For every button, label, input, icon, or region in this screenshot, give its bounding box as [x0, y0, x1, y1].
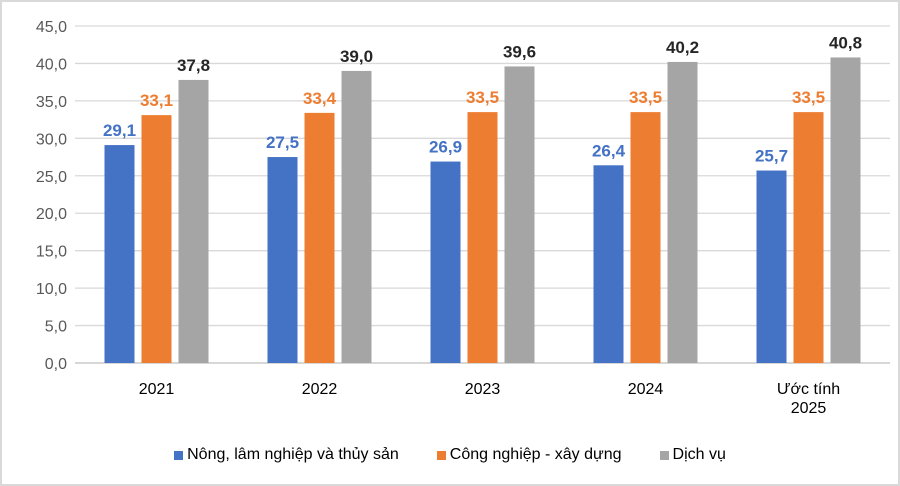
data-label: 39,0: [340, 47, 373, 66]
data-label: 26,9: [429, 138, 462, 157]
bar: [667, 61, 698, 364]
data-label: 33,5: [792, 88, 825, 107]
bar: [141, 115, 172, 364]
data-label: 33,4: [303, 89, 337, 108]
legend-item: Công nghiệp - xây dựng: [436, 446, 622, 464]
bar: [178, 79, 209, 364]
legend-item: Nông, lâm nghiệp và thủy sản: [174, 446, 399, 464]
bar: [756, 170, 787, 363]
y-tick-label: 45,0: [36, 19, 67, 36]
legend-label: Dịch vụ: [672, 446, 726, 463]
legend-label: Công nghiệp - xây dựng: [449, 446, 622, 463]
data-label: 25,7: [755, 147, 788, 166]
bar: [593, 165, 624, 363]
bar: [304, 112, 335, 363]
data-label: 40,2: [666, 38, 699, 57]
x-tick-label: 2023: [465, 381, 501, 398]
data-label: 26,4: [592, 141, 626, 160]
bar: [630, 112, 661, 363]
legend: Nông, lâm nghiệp và thủy sản Công nghiệp …: [2, 446, 898, 464]
bar: [830, 57, 861, 363]
legend-swatch: [174, 450, 184, 460]
legend-label: Nông, lâm nghiệp và thủy sản: [187, 446, 399, 463]
data-label: 40,8: [829, 33, 862, 52]
legend-swatch: [659, 450, 669, 460]
data-label: 29,1: [103, 121, 136, 140]
data-label: 33,5: [466, 88, 499, 107]
x-tick-label: Ước tính 2025: [777, 381, 840, 417]
bar: [467, 112, 498, 363]
bar: [267, 157, 298, 363]
x-tick-label: 2022: [302, 381, 338, 398]
y-tick-label: 20,0: [36, 206, 67, 223]
data-label: 37,8: [177, 56, 210, 75]
bar: [341, 70, 372, 363]
y-tick-label: 10,0: [36, 281, 67, 298]
x-tick-label: 2021: [139, 381, 175, 398]
legend-swatch: [436, 450, 446, 460]
legend-item: Dịch vụ: [659, 446, 726, 464]
bar: [504, 66, 535, 363]
y-tick-label: 0,0: [45, 356, 67, 373]
data-label: 39,6: [503, 42, 536, 61]
bar: [793, 112, 824, 363]
y-tick-label: 40,0: [36, 56, 67, 73]
data-label: 27,5: [266, 133, 299, 152]
y-tick-label: 35,0: [36, 94, 67, 111]
y-tick-label: 15,0: [36, 244, 67, 261]
bar: [104, 145, 135, 363]
data-label: 33,5: [629, 88, 662, 107]
bar: [430, 161, 461, 363]
y-tick-label: 25,0: [36, 169, 67, 186]
y-tick-label: 5,0: [45, 319, 67, 336]
x-tick-label: 2024: [628, 381, 664, 398]
data-label: 33,1: [140, 91, 173, 110]
y-tick-label: 30,0: [36, 131, 67, 148]
